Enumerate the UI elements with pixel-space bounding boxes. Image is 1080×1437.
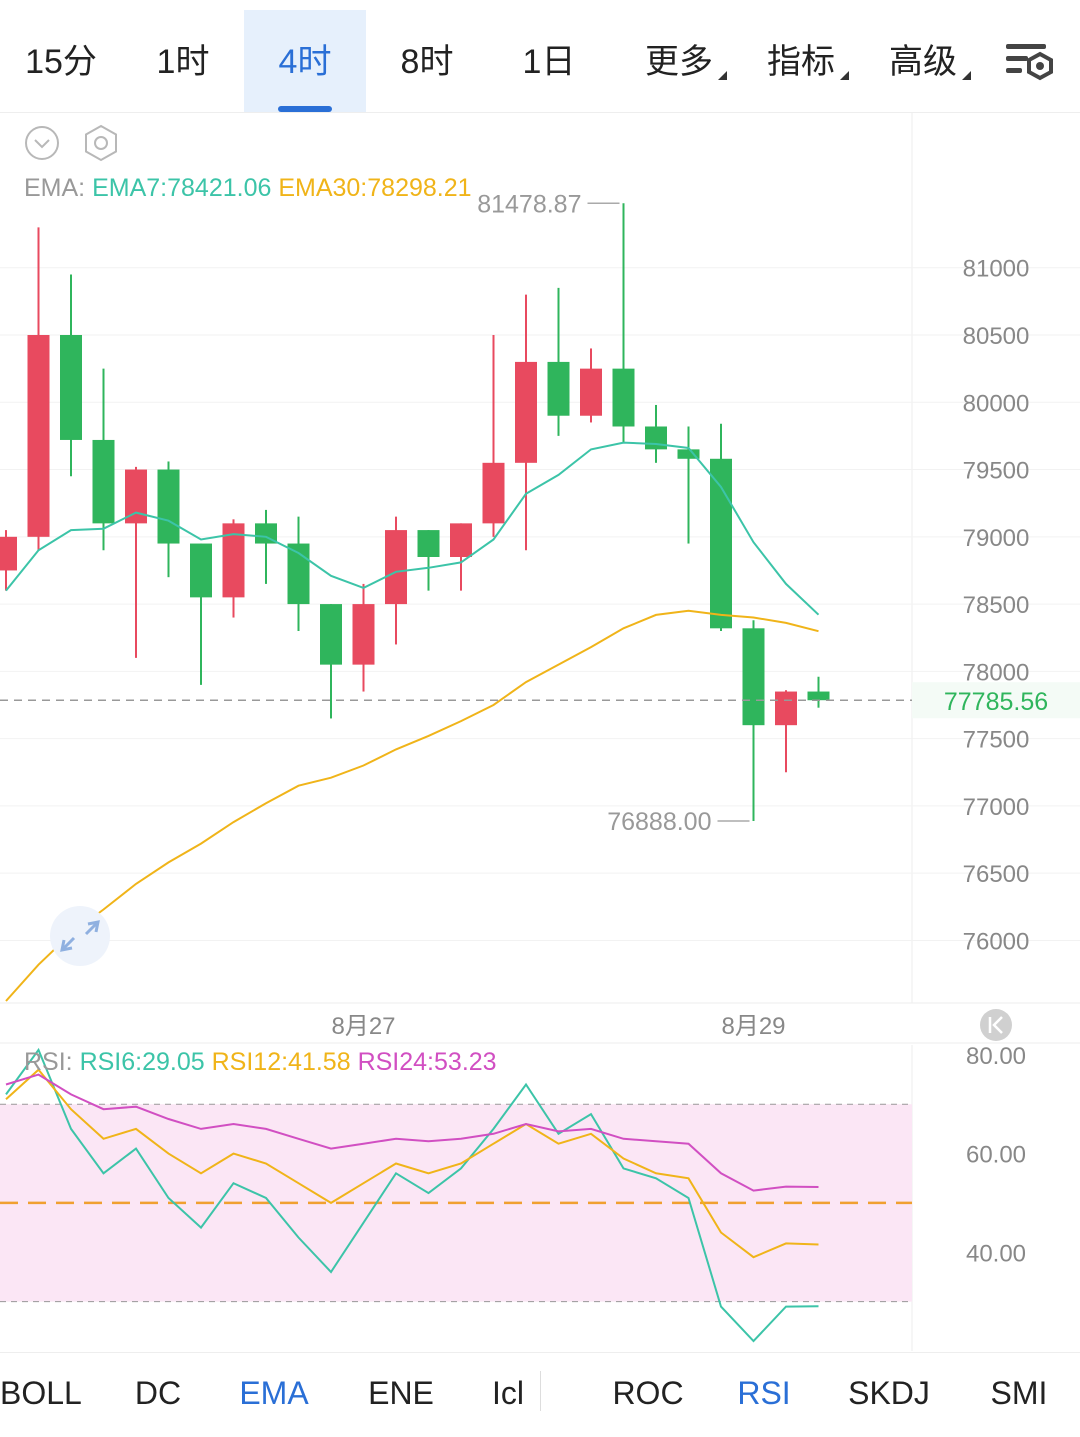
collapse-icon[interactable] (25, 126, 59, 160)
candle-body (612, 368, 635, 427)
price-axis-label: 78000 (963, 659, 1030, 686)
tab-1h[interactable]: 1时 (156, 43, 210, 81)
indicator-skdj[interactable]: SKDJ (848, 1375, 930, 1411)
rsi6-value: RSI6:29.05 (79, 1048, 205, 1076)
rsi-line-rsi24 (5, 1073, 819, 1192)
current-price-badge (912, 682, 1080, 719)
candle-body (287, 543, 310, 605)
price-axis-label: 76500 (963, 861, 1030, 888)
candle-body (482, 462, 505, 524)
candle-body (60, 335, 82, 440)
candle-body (0, 536, 17, 571)
price-axis-label: 77500 (963, 727, 1030, 754)
grid-lines (0, 113, 1080, 1351)
indicator-smi[interactable]: SMI (990, 1375, 1048, 1411)
candle-body (547, 361, 570, 416)
price-axis-label: 80000 (963, 390, 1030, 417)
ema-line-ema7 (5, 441, 820, 616)
ema7-value: EMA7:78421.06 (92, 174, 272, 202)
tab-4h[interactable]: 4时 (244, 10, 366, 112)
candle-body (27, 335, 50, 537)
candle-body (742, 628, 765, 726)
price-axis-label: 81000 (963, 256, 1030, 283)
candle-body (385, 530, 407, 605)
ema-legend: EMA: EMA7:78421.06 EMA30:78298.21 (24, 174, 472, 202)
expand-arrows-icon[interactable] (50, 906, 110, 966)
candle-body (677, 449, 700, 459)
tab-1d[interactable]: 1日 (522, 43, 576, 81)
candle-body (352, 604, 375, 665)
price-axis-label: 79000 (963, 525, 1030, 552)
indicator-lines (0, 441, 912, 1343)
tab-15m[interactable]: 15分 (25, 43, 97, 81)
hexagon-settings-icon[interactable] (85, 124, 117, 162)
tab-advanced[interactable]: 高级 (864, 10, 982, 112)
rsi-band (0, 1103, 912, 1303)
timeframe-tabs: 15分 1时 4时 8时 1日 更多 指标 高级 (0, 0, 1080, 113)
ema30-value: EMA30:78298.21 (278, 174, 472, 202)
scroll-to-latest-icon[interactable] (980, 1009, 1012, 1041)
tab-indicators[interactable]: 指标 (742, 10, 860, 112)
candle-body (417, 530, 440, 557)
rsi-legend: RSI: RSI6:29.05 RSI12:41.58 RSI24:53.23 (24, 1048, 497, 1076)
indicator-ema[interactable]: EMA (239, 1375, 309, 1411)
candle-body (92, 439, 115, 524)
rsi-axis-label: 80.00 (966, 1043, 1026, 1070)
active-tab-indicator (278, 106, 332, 112)
price-axis-label: 79500 (963, 458, 1030, 485)
candle-body (580, 368, 602, 416)
candle-body (320, 604, 342, 665)
rsi24-value: RSI24:53.23 (357, 1048, 497, 1076)
rsi-line-rsi12 (5, 1068, 819, 1259)
rsi-axis-label: 60.00 (966, 1142, 1026, 1169)
ema-line-ema30 (5, 609, 819, 1002)
indicator-ene[interactable]: ENE (368, 1375, 434, 1411)
indicator-bar: BOLL DC EMA ENE Icl ROC RSI SKDJ SMI (0, 1352, 1080, 1437)
axis-labels: 81000 80500 80000 79500 79000 78500 78000 77500… (331, 190, 1080, 1267)
high-price-label: 81478.87 (477, 190, 581, 218)
candle-body (710, 458, 732, 629)
indicator-roc[interactable]: ROC (612, 1375, 684, 1411)
dropdown-triangle-icon (718, 71, 727, 80)
price-chart[interactable]: 81000 80500 80000 79500 79000 78500 78000 77500… (0, 113, 1080, 1352)
indicator-boll[interactable]: BOLL (0, 1375, 82, 1411)
candle-body (775, 691, 797, 726)
candle-body (222, 523, 245, 598)
low-price-label: 76888.00 (607, 808, 711, 836)
dropdown-triangle-icon (962, 71, 971, 80)
indicator-icl[interactable]: Icl (492, 1375, 524, 1411)
rsi-axis-label: 40.00 (966, 1240, 1026, 1267)
candle-body (125, 469, 147, 524)
tab-8h[interactable]: 8时 (400, 43, 454, 81)
candle-body (190, 543, 212, 598)
tab-more[interactable]: 更多 (620, 10, 738, 112)
candles (0, 203, 830, 821)
time-axis-label: 8月29 (721, 1013, 785, 1040)
indicator-dc[interactable]: DC (134, 1375, 182, 1411)
candle-body (807, 691, 830, 701)
rsi12-value: RSI12:41.58 (211, 1048, 351, 1076)
current-price-label: 77785.56 (944, 688, 1048, 716)
indicator-separator (540, 1371, 541, 1411)
indicator-rsi[interactable]: RSI (737, 1375, 791, 1411)
chart-settings-icon[interactable] (1000, 38, 1060, 88)
rsi-line-rsi6 (5, 1047, 819, 1343)
price-axis-label: 76000 (963, 928, 1030, 955)
candle-body (450, 523, 472, 557)
price-axis-label: 80500 (963, 323, 1030, 350)
price-axis-label: 78500 (963, 592, 1030, 619)
candle-body (515, 361, 537, 463)
dropdown-triangle-icon (840, 71, 849, 80)
candle-body (157, 469, 180, 544)
time-axis-label: 8月27 (331, 1013, 395, 1040)
price-axis-label: 77000 (963, 794, 1030, 821)
